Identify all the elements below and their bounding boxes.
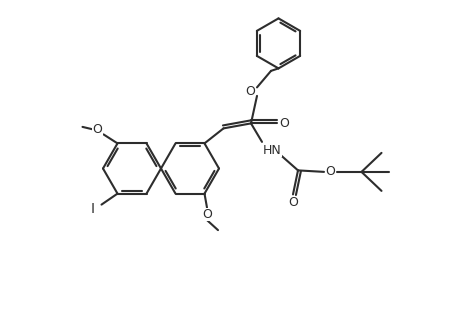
Text: O: O [92,123,102,136]
Text: O: O [288,196,298,209]
Text: O: O [245,86,255,98]
Text: I: I [91,202,95,216]
Text: O: O [279,117,289,130]
Text: O: O [202,208,212,221]
Text: HN: HN [263,144,281,157]
Text: O: O [326,165,335,179]
